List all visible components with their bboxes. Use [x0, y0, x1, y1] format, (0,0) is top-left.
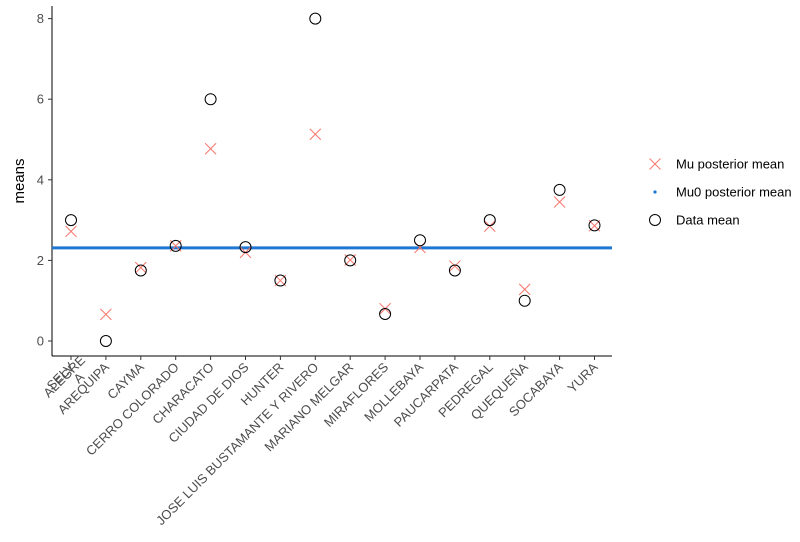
data-mean-point: [99, 335, 112, 347]
mu-posterior-point-stroke: [100, 308, 112, 321]
mu-posterior-point-stroke: [309, 128, 322, 141]
y-tick-label: 0: [37, 334, 44, 349]
legend-key-data-mean: [649, 214, 661, 226]
y-tick-label: 6: [37, 92, 44, 107]
y-axis-title: means: [11, 158, 28, 203]
data-mean-point: [65, 214, 77, 227]
mu-posterior-point-stroke: [518, 283, 531, 296]
data-mean-point: [414, 234, 426, 247]
data-mean-point: [344, 254, 357, 267]
data-mean-point: [553, 183, 566, 196]
mu-posterior-point-stroke: [553, 196, 566, 208]
data-mean-point: [379, 307, 392, 320]
mu-posterior-point: [483, 220, 496, 232]
mu-posterior-point: [518, 283, 531, 296]
y-tick-label: 8: [37, 11, 44, 26]
legend-label: Data mean: [676, 213, 740, 228]
y-tick-label: 4: [37, 172, 44, 187]
data-mean-point: [518, 294, 531, 307]
mu-posterior-point: [204, 142, 217, 155]
mu-posterior-point: [449, 260, 461, 272]
mu-posterior-point-stroke: [483, 220, 496, 232]
mu-posterior-point-stroke: [204, 142, 217, 155]
legend-label: Mu posterior mean: [676, 157, 784, 172]
mu-posterior-point: [553, 196, 566, 208]
data-mean-point: [448, 264, 461, 277]
legend-key-stroke: [649, 158, 661, 170]
mu-posterior-point: [65, 225, 77, 238]
mu-posterior-point-stroke: [449, 260, 461, 272]
mu-posterior-point: [309, 128, 322, 141]
data-mean-point: [169, 239, 182, 252]
data-mean-point: [309, 12, 322, 25]
y-tick-label: 2: [37, 253, 44, 268]
mu-posterior-point-stroke: [65, 225, 77, 238]
mu-posterior-point: [134, 261, 147, 274]
data-mean-point: [134, 264, 147, 277]
data-mean-point: [274, 274, 287, 287]
x-tick-label: JOSE LUIS BUSTAMANTE Y RIVERO: [153, 360, 321, 528]
mu-posterior-point-stroke: [134, 261, 147, 274]
data-mean-point: [239, 241, 252, 254]
data-mean-point: [588, 219, 601, 232]
x-tick-label: YURA: [564, 359, 600, 395]
legend-label: Mu0 posterior mean: [676, 185, 792, 200]
legend-key-mu-posterior: [649, 158, 661, 170]
mu-posterior-point: [100, 308, 112, 321]
data-mean-point: [204, 93, 217, 106]
data-mean-point: [483, 214, 496, 227]
legend-key-mu0-posterior: [653, 190, 657, 194]
